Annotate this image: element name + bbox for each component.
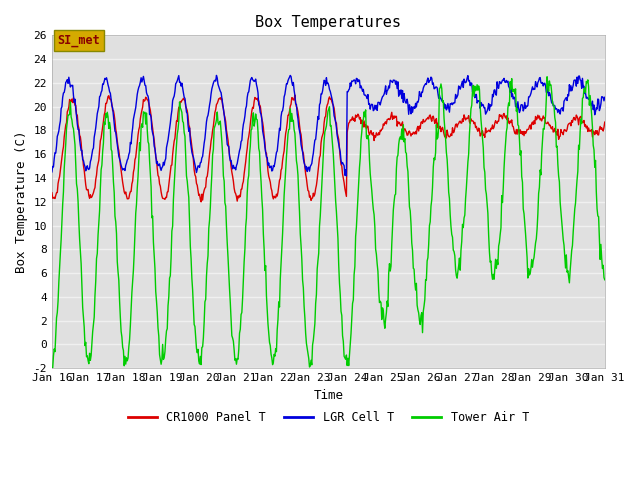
Y-axis label: Box Temperature (C): Box Temperature (C): [15, 131, 28, 273]
Legend: CR1000 Panel T, LGR Cell T, Tower Air T: CR1000 Panel T, LGR Cell T, Tower Air T: [123, 407, 534, 429]
X-axis label: Time: Time: [314, 389, 343, 402]
Text: SI_met: SI_met: [58, 34, 100, 47]
Title: Box Temperatures: Box Temperatures: [255, 15, 401, 30]
